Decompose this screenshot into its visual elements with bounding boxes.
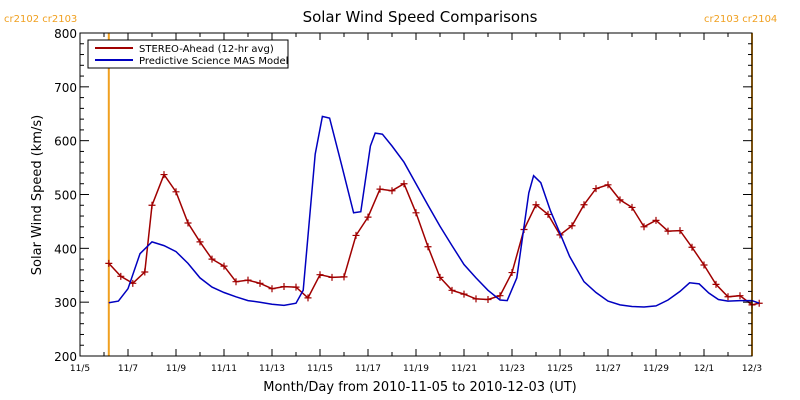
y-axis: 200 300 400 500 600 700 800 — [54, 27, 752, 364]
y-tick-label: 400 — [54, 242, 77, 256]
data-point-stereo — [736, 292, 744, 300]
data-point-stereo — [640, 223, 648, 231]
data-point-stereo — [304, 294, 312, 302]
data-point-stereo — [184, 219, 192, 227]
x-tick-label: 11/17 — [355, 364, 381, 374]
y-tick-label: 300 — [54, 296, 77, 310]
data-point-stereo — [208, 255, 216, 263]
y-tick-label: 200 — [54, 350, 77, 364]
x-tick-label: 11/25 — [547, 364, 573, 374]
data-point-stereo — [664, 227, 672, 235]
x-tick-label: 11/9 — [166, 364, 186, 374]
x-tick-label: 11/11 — [211, 364, 237, 374]
x-tick-label: 11/15 — [307, 364, 333, 374]
data-point-stereo — [117, 272, 125, 280]
data-point-stereo — [532, 201, 540, 209]
y-tick-label: 600 — [54, 135, 77, 149]
data-point-stereo — [141, 268, 149, 276]
x-tick-label: 11/27 — [595, 364, 621, 374]
y-tick-label: 500 — [54, 189, 77, 203]
data-point-stereo — [424, 243, 432, 251]
carrington-marker-label: cr2103 cr2104 — [704, 14, 777, 25]
data-point-stereo — [220, 262, 228, 270]
y-axis-label: Solar Wind Speed (km/s) — [30, 115, 45, 275]
data-point-stereo — [544, 210, 552, 218]
data-point-stereo — [160, 171, 168, 179]
data-point-stereo — [496, 292, 504, 300]
data-point-stereo — [196, 238, 204, 246]
x-tick-label: 11/5 — [70, 364, 90, 374]
data-point-stereo — [340, 273, 348, 281]
data-point-stereo — [580, 201, 588, 209]
data-point-stereo — [268, 285, 276, 293]
x-axis: 11/5 11/7 11/9 11/11 11/13 11/15 11/17 11/19 11/… — [70, 33, 762, 374]
legend-label-stereo: STEREO-Ahead (12-hr avg) — [139, 44, 274, 55]
data-point-stereo — [508, 269, 516, 277]
y-tick-label: 800 — [54, 27, 77, 41]
data-point-stereo — [724, 293, 732, 301]
data-point-stereo — [352, 231, 360, 239]
data-point-stereo — [105, 259, 113, 267]
data-point-stereo — [328, 273, 336, 281]
data-point-stereo — [244, 276, 252, 284]
x-tick-label: 12/1 — [694, 364, 714, 374]
series-layer — [105, 115, 763, 309]
legend: STEREO-Ahead (12-hr avg) Predictive Scie… — [87, 39, 289, 69]
data-point-stereo — [316, 271, 324, 279]
data-point-stereo — [256, 279, 264, 287]
chart-title: Solar Wind Speed Comparisons — [303, 8, 538, 26]
data-point-stereo — [616, 196, 624, 204]
data-point-stereo — [460, 290, 468, 298]
data-point-stereo — [388, 187, 396, 195]
x-tick-label: 11/23 — [499, 364, 525, 374]
data-point-stereo — [592, 185, 600, 193]
plot-frame — [79, 32, 753, 357]
data-point-stereo — [755, 299, 763, 307]
y-tick-label: 700 — [54, 81, 77, 95]
data-point-stereo — [472, 295, 480, 303]
data-point-stereo — [172, 188, 180, 196]
x-tick-label: 11/21 — [451, 364, 477, 374]
data-point-stereo — [412, 209, 420, 217]
series-line-mas — [108, 115, 760, 308]
data-point-stereo — [568, 222, 576, 230]
data-point-stereo — [436, 273, 444, 281]
data-point-stereo — [376, 185, 384, 193]
data-point-stereo — [604, 181, 612, 189]
x-axis-label: Month/Day from 2010-11-05 to 2010-12-03 … — [263, 380, 576, 395]
data-point-stereo — [400, 180, 408, 188]
x-tick-label: 11/19 — [403, 364, 429, 374]
data-point-stereo — [700, 261, 708, 269]
data-point-stereo — [652, 216, 660, 224]
data-point-stereo — [148, 201, 156, 209]
data-point-stereo — [232, 278, 240, 286]
data-point-stereo — [484, 295, 492, 303]
data-point-stereo — [364, 213, 372, 221]
x-tick-label: 11/7 — [118, 364, 138, 374]
data-point-stereo — [676, 227, 684, 235]
carrington-marker-label: cr2102 cr2103 — [4, 14, 77, 25]
legend-box — [87, 39, 289, 69]
x-tick-label: 12/3 — [742, 364, 762, 374]
data-point-stereo — [448, 286, 456, 294]
data-point-stereo — [712, 280, 720, 288]
legend-label-mas: Predictive Science MAS Model — [139, 56, 288, 67]
series-line-stereo — [108, 173, 760, 306]
x-tick-label: 11/13 — [259, 364, 285, 374]
data-point-stereo — [292, 283, 300, 291]
x-tick-label: 11/29 — [643, 364, 669, 374]
data-point-stereo — [280, 283, 288, 291]
data-point-stereo — [688, 243, 696, 251]
data-point-stereo — [628, 203, 636, 211]
